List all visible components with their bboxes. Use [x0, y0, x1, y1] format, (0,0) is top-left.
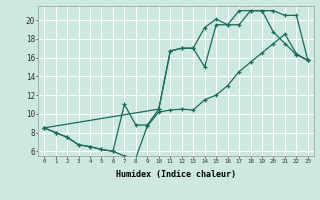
X-axis label: Humidex (Indice chaleur): Humidex (Indice chaleur): [116, 170, 236, 179]
